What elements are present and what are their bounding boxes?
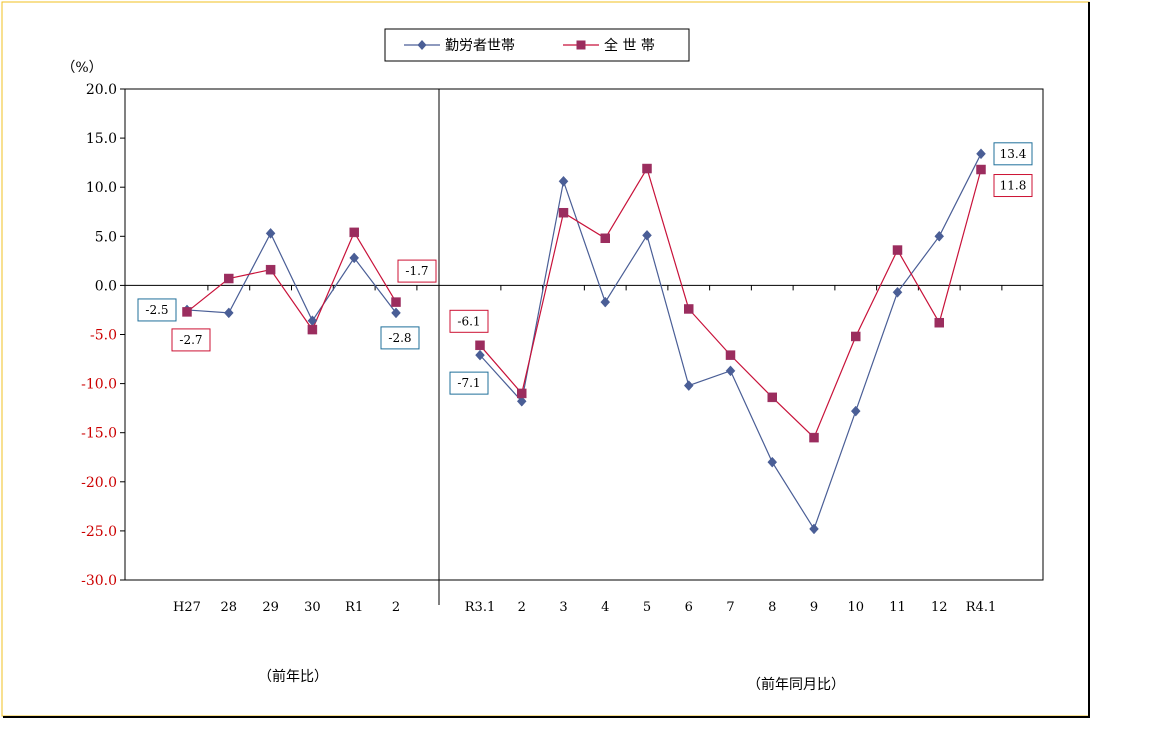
y-tick-label: -10.0 bbox=[81, 377, 117, 393]
data-point-all-households bbox=[851, 331, 861, 342]
data-point-all-households bbox=[934, 317, 944, 328]
data-label-box bbox=[137, 298, 177, 322]
data-point-workers bbox=[642, 229, 652, 241]
data-label-box bbox=[449, 309, 489, 333]
data-label: 11.8 bbox=[1000, 179, 1027, 193]
data-label-box bbox=[171, 328, 211, 352]
data-point-all-households bbox=[809, 432, 819, 443]
caption-annual: （前年比） bbox=[258, 668, 328, 685]
data-point-workers bbox=[349, 252, 360, 264]
data-point-workers bbox=[767, 456, 778, 468]
x-tick-label: 9 bbox=[810, 600, 818, 615]
data-point-all-households bbox=[600, 233, 610, 244]
x-tick-label: 28 bbox=[221, 600, 238, 615]
x-tick-label: 11 bbox=[889, 600, 906, 615]
data-point-all-households bbox=[725, 350, 736, 360]
data-point-workers bbox=[725, 365, 736, 377]
y-tick-label: 20.0 bbox=[86, 82, 117, 98]
legend-label-all-households: 全 世 帯 bbox=[604, 37, 655, 54]
x-tick-label: H27 bbox=[173, 600, 201, 615]
data-point-all-households bbox=[349, 227, 359, 238]
data-point-all-households bbox=[976, 164, 986, 175]
y-tick-label: -25.0 bbox=[81, 524, 117, 540]
x-tick-label: R1 bbox=[345, 600, 363, 615]
x-tick-label: R3.1 bbox=[465, 600, 495, 615]
y-tick-label: -5.0 bbox=[90, 328, 117, 344]
caption-monthly: （前年同月比） bbox=[747, 676, 845, 693]
y-unit-label: （%） bbox=[61, 60, 102, 76]
y-tick-label: 10.0 bbox=[86, 180, 117, 196]
data-label: -6.1 bbox=[457, 314, 480, 328]
y-tick-label: -15.0 bbox=[81, 426, 117, 442]
data-point-all-households bbox=[642, 163, 652, 174]
data-label-box bbox=[993, 174, 1033, 198]
data-point-workers bbox=[892, 286, 903, 298]
y-tick-label: 5.0 bbox=[95, 229, 117, 245]
series-line-workers bbox=[186, 232, 397, 322]
x-tick-label: 12 bbox=[931, 600, 948, 615]
data-point-all-households bbox=[517, 388, 527, 399]
data-point-workers bbox=[558, 175, 569, 187]
data-point-workers bbox=[976, 148, 986, 160]
data-point-all-households bbox=[182, 307, 192, 317]
data-label: -1.7 bbox=[405, 264, 428, 278]
y-tick-label: -30.0 bbox=[81, 573, 117, 589]
data-point-workers bbox=[850, 405, 861, 417]
data-point-all-households bbox=[475, 340, 485, 351]
series-line-all-households bbox=[186, 231, 397, 331]
y-tick-label: 0.0 bbox=[95, 278, 117, 294]
data-point-workers bbox=[265, 227, 276, 239]
x-tick-label: 29 bbox=[262, 600, 279, 615]
data-label-box bbox=[449, 371, 489, 395]
data-point-all-households bbox=[892, 245, 903, 255]
data-point-all-households bbox=[391, 297, 401, 307]
data-point-all-households bbox=[224, 273, 234, 284]
x-tick-label: 8 bbox=[768, 600, 776, 615]
data-point-workers bbox=[683, 380, 694, 391]
x-tick-label: 30 bbox=[304, 600, 321, 615]
data-point-all-households bbox=[684, 304, 694, 314]
x-tick-label: 7 bbox=[726, 600, 734, 615]
data-label-box bbox=[380, 326, 420, 350]
data-point-all-households bbox=[767, 392, 777, 403]
x-tick-label: 3 bbox=[559, 600, 567, 615]
data-label: -7.1 bbox=[457, 376, 480, 390]
legend-marker-workers bbox=[417, 40, 427, 50]
data-point-workers bbox=[475, 349, 485, 361]
x-tick-label: 5 bbox=[643, 600, 651, 615]
data-point-workers bbox=[391, 307, 401, 319]
data-point-workers bbox=[600, 296, 611, 308]
data-label-box bbox=[397, 259, 437, 283]
data-label: -2.5 bbox=[145, 303, 168, 317]
x-tick-label: 2 bbox=[518, 600, 526, 615]
data-label-box bbox=[993, 142, 1033, 166]
plot-area bbox=[124, 88, 1044, 581]
legend-marker-all-households bbox=[576, 40, 586, 50]
data-point-workers bbox=[934, 230, 945, 242]
data-point-all-households bbox=[558, 207, 569, 218]
x-tick-label: 4 bbox=[601, 600, 609, 615]
data-point-workers bbox=[809, 523, 819, 535]
data-label: -2.8 bbox=[388, 331, 411, 345]
x-tick-label: 6 bbox=[685, 600, 693, 615]
data-point-workers bbox=[223, 307, 234, 319]
data-point-all-households bbox=[307, 324, 318, 335]
x-tick-label: R4.1 bbox=[966, 600, 996, 615]
data-point-all-households bbox=[265, 264, 276, 275]
x-tick-label: 2 bbox=[392, 600, 400, 615]
data-label: -2.7 bbox=[179, 333, 202, 347]
x-tick-label: 10 bbox=[847, 600, 864, 615]
data-label: 13.4 bbox=[1000, 147, 1027, 161]
data-point-workers bbox=[516, 395, 527, 407]
y-tick-label: 15.0 bbox=[86, 131, 117, 147]
y-tick-label: -20.0 bbox=[81, 475, 117, 491]
legend-label-workers: 勤労者世帯 bbox=[445, 38, 515, 54]
